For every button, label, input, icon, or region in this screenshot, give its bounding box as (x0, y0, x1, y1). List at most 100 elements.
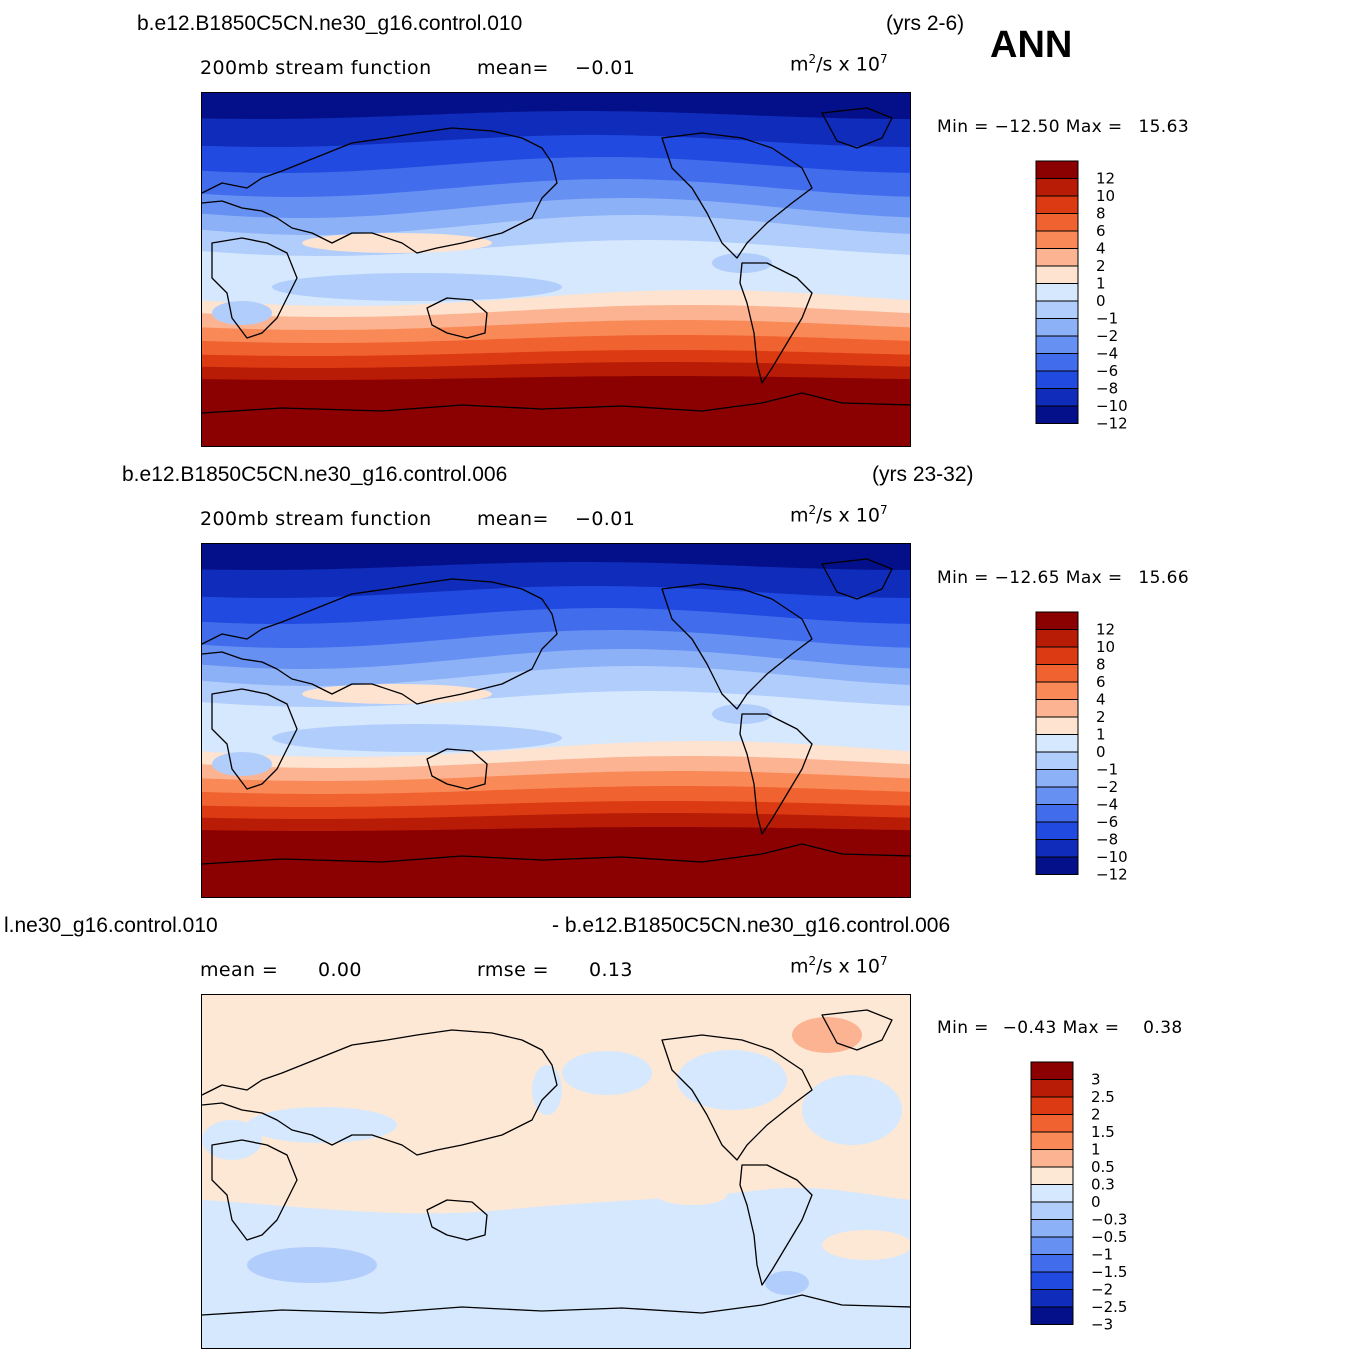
colorbar-box (1035, 716, 1079, 735)
units-base: m (790, 955, 809, 978)
colorbar-box (1035, 370, 1079, 389)
colorbar-box (1030, 1219, 1074, 1238)
colorbar-box (1035, 265, 1079, 284)
colorbar-label: 2 (1096, 708, 1106, 726)
coastline (211, 1139, 298, 1241)
contour-band (202, 1120, 262, 1160)
colorbar-box (1030, 1131, 1074, 1150)
units-exp: 7 (879, 954, 888, 968)
contour-band (802, 1075, 902, 1145)
colorbar-label: 1 (1096, 275, 1106, 293)
colorbar-box (1030, 1149, 1074, 1168)
units-exp: 7 (879, 503, 888, 517)
colorbar-label: 4 (1096, 240, 1106, 258)
colorbar-box (1030, 1236, 1074, 1255)
min-value: −12.65 (994, 568, 1060, 588)
contour-band (657, 1185, 727, 1205)
colorbar-label: −10 (1096, 397, 1128, 415)
colorbar-label: 3 (1091, 1071, 1101, 1089)
colorbar-label: 1 (1091, 1141, 1101, 1159)
coastline (202, 127, 558, 254)
colorbar-box (1035, 283, 1079, 302)
coastline (211, 237, 298, 339)
colorbar-box (1035, 178, 1079, 197)
contour-band (202, 827, 910, 897)
colorbar-label: −3 (1091, 1316, 1113, 1334)
contour-band (272, 724, 562, 752)
colorbar-box (1035, 611, 1079, 630)
panel3-mean-label: mean = (200, 959, 279, 981)
coastline (202, 392, 910, 414)
contour-band (212, 752, 272, 776)
colorbar-label: −2 (1091, 1281, 1113, 1299)
colorbar-label: 4 (1096, 691, 1106, 709)
contour-band (202, 93, 910, 119)
colorbar-box (1035, 300, 1079, 319)
units-per: /s x 10 (816, 53, 880, 76)
min-label: Min = (937, 1018, 989, 1038)
contour-band (202, 544, 910, 570)
colorbar-box (1035, 681, 1079, 700)
coastline (426, 748, 488, 790)
colorbar-label: −4 (1096, 796, 1118, 814)
max-value: 15.66 (1138, 568, 1190, 588)
units-exp: 7 (879, 52, 888, 66)
colorbar-label: −8 (1096, 380, 1118, 398)
colorbar-label: 0.5 (1091, 1158, 1115, 1176)
panel3-rmse-label: rmse = (477, 959, 549, 981)
colorbar-label: 0 (1091, 1193, 1101, 1211)
colorbar-box (1035, 248, 1079, 267)
contour-band (272, 273, 562, 301)
colorbar-box (1035, 751, 1079, 770)
panel1-minmax: Min = −12.50 Max = 15.63 (937, 117, 1189, 137)
colorbar-label: −1.5 (1091, 1263, 1127, 1281)
panel3-units: m2/s x 107 (790, 954, 888, 977)
panel2-minmax: Min = −12.65 Max = 15.66 (937, 568, 1189, 588)
colorbar-label: −6 (1096, 362, 1118, 380)
colorbar-box (1035, 335, 1079, 354)
contour-band (822, 1230, 910, 1260)
panel1-mean-value: −0.01 (575, 57, 636, 79)
colorbar-label: 12 (1096, 621, 1115, 639)
colorbar-label: −2.5 (1091, 1298, 1127, 1316)
max-label: Max = (1062, 1018, 1120, 1038)
panel3-colorbar: 3 2.5 2 1.5 1 0.5 0.3 0 −0.3 −0.5 −1 −1.5 −2 −2.5 −3 (1030, 1061, 1151, 1342)
contour-band (677, 1050, 787, 1110)
contour-band (302, 684, 492, 704)
colorbar-label: −4 (1096, 345, 1118, 363)
colorbar-label: −12 (1096, 415, 1128, 433)
colorbar-label: 10 (1096, 638, 1115, 656)
colorbar-box (1035, 160, 1079, 179)
colorbar-box (1035, 734, 1079, 753)
colorbar-label: 2 (1091, 1106, 1101, 1124)
panel1-units: m2/s x 107 (790, 52, 888, 75)
colorbar-label: 8 (1096, 656, 1106, 674)
colorbar-box (1030, 1201, 1074, 1220)
panel1-years: (yrs 2-6) (886, 12, 965, 35)
coastline (821, 1009, 893, 1051)
coastline (426, 297, 488, 339)
coastline (661, 1034, 813, 1161)
units-base: m (790, 504, 809, 527)
colorbar-box (1035, 786, 1079, 805)
coastline (821, 107, 893, 149)
colorbar-box (1030, 1114, 1074, 1133)
colorbar-box (1030, 1096, 1074, 1115)
panel2-subtitle: 200mb stream function (200, 508, 432, 530)
coastline (661, 583, 813, 710)
units-power: 2 (808, 503, 817, 517)
panel3-case-left: l.ne30_g16.control.010 (4, 914, 218, 937)
panel2-map (201, 543, 911, 898)
colorbar-label: −12 (1096, 866, 1128, 884)
units-per: /s x 10 (816, 955, 880, 978)
colorbar-box (1030, 1289, 1074, 1308)
min-label: Min = (937, 568, 989, 588)
panel1-mean-label: mean= (477, 57, 549, 79)
panel1-subtitle: 200mb stream function (200, 57, 432, 79)
contour-band (302, 233, 492, 253)
colorbar-label: −1 (1096, 310, 1118, 328)
colorbar-box (1035, 856, 1079, 875)
colorbar-label: 8 (1096, 205, 1106, 223)
colorbar-box (1035, 405, 1079, 424)
max-value: 15.63 (1138, 117, 1190, 137)
